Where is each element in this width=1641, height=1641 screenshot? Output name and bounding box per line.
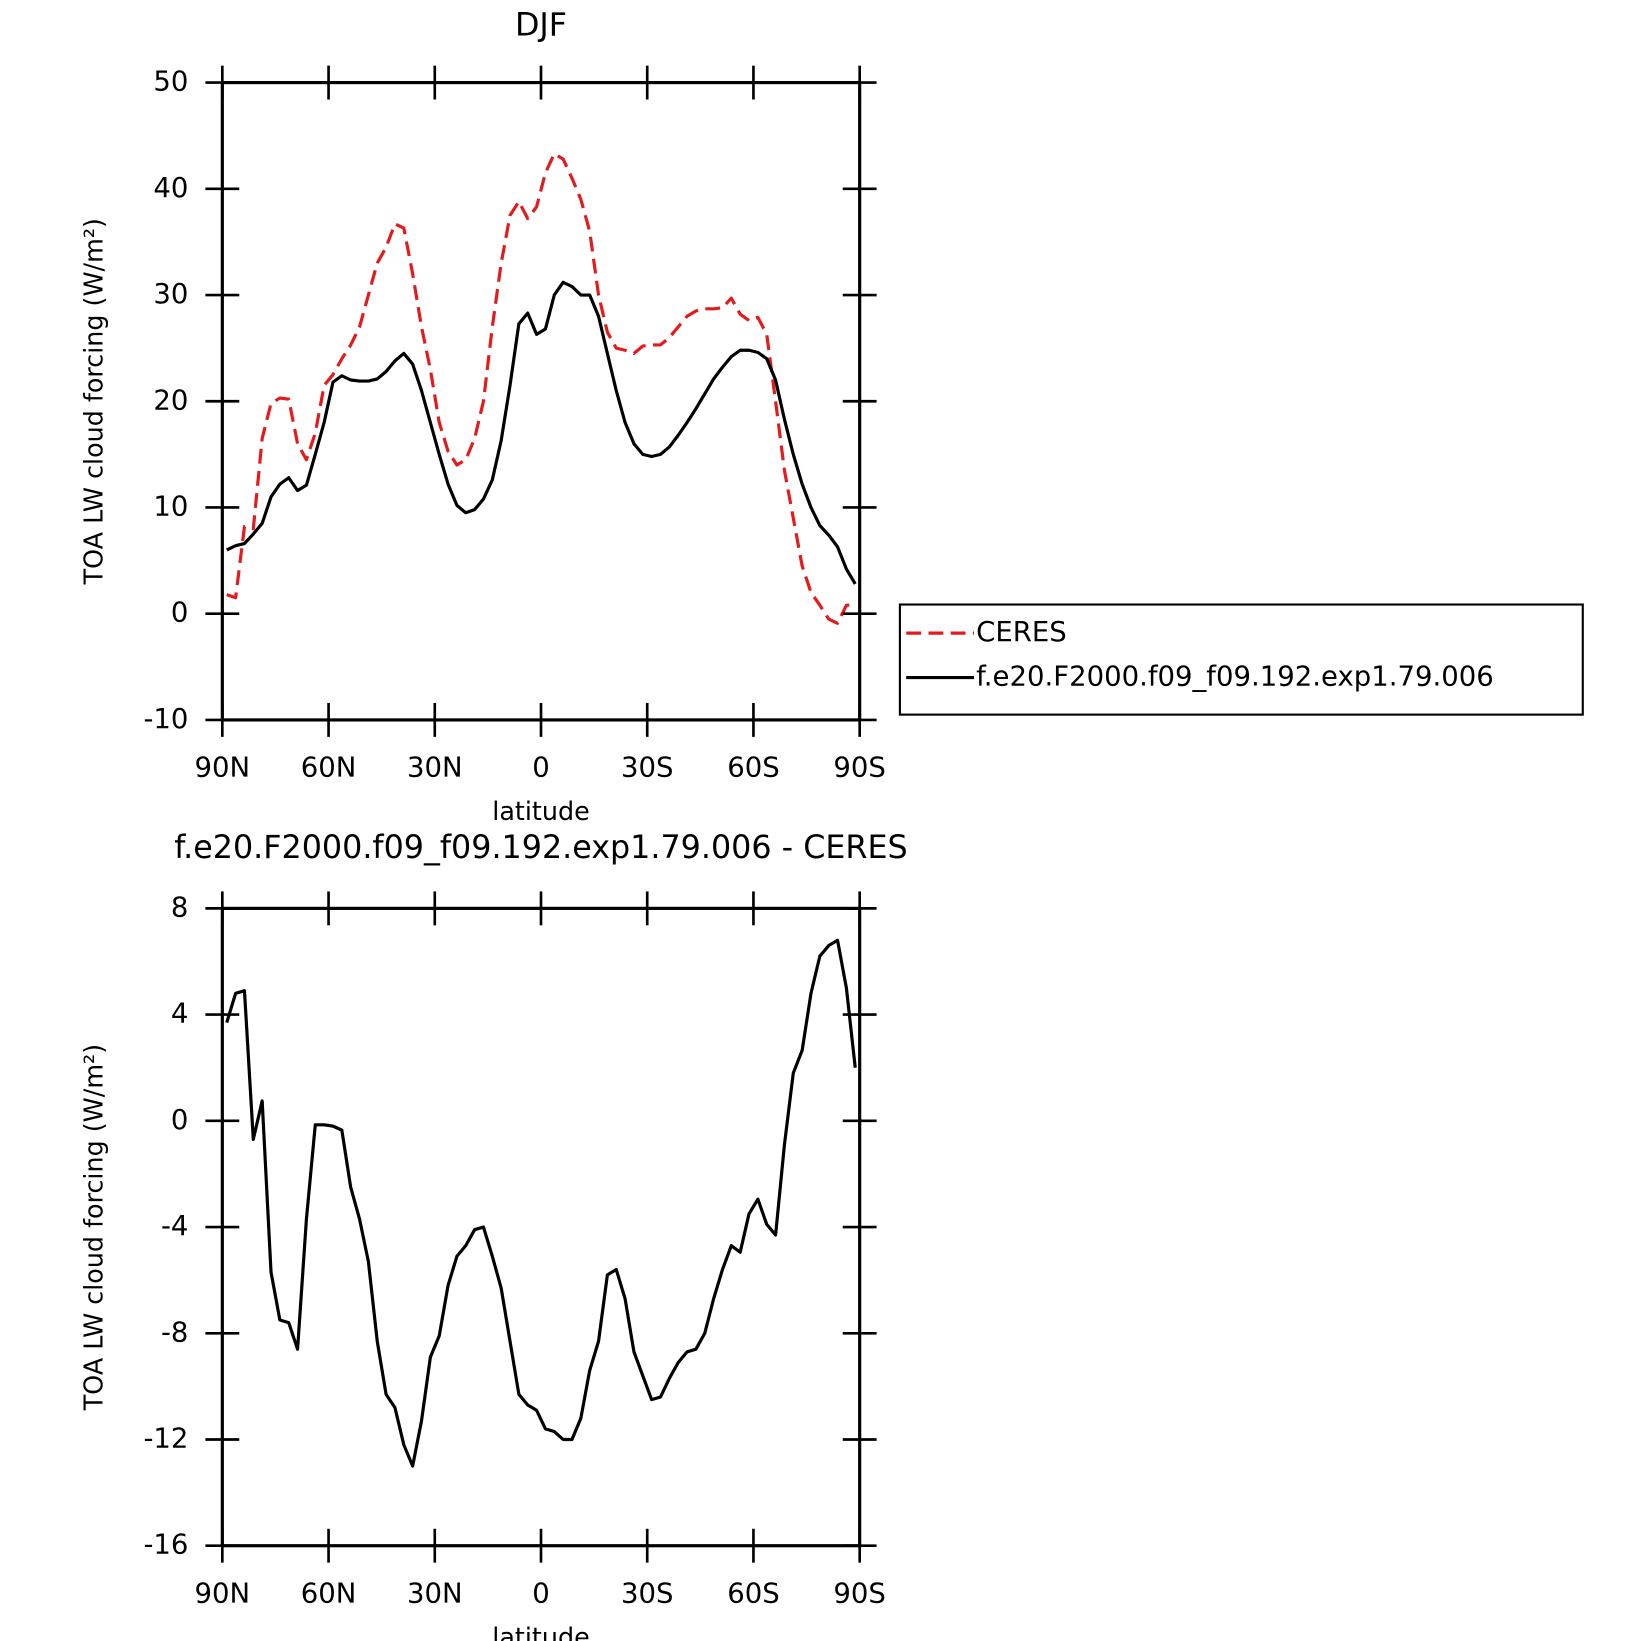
chart-title: f.e20.F2000.f09_f09.192.exp1.79.006 - CE… [174,830,907,866]
plot-frame [220,80,862,722]
data-line [226,152,856,625]
chart-title: DJF [515,7,567,43]
y-tick-label: 30 [153,278,188,310]
x-axis-label: latitude [492,796,589,826]
data-line [225,938,857,1468]
y-tick-label: -4 [161,1210,188,1242]
x-tick-label: 60S [727,752,779,784]
y-axis-label: TOA LW cloud forcing (W/m²) [78,1044,108,1411]
x-tick-label: 30S [621,1577,673,1609]
y-tick-label: 4 [171,998,189,1030]
y-tick-label: -16 [143,1529,188,1561]
x-tick-label: 60N [301,1577,357,1609]
x-tick-label: 60S [727,1577,779,1609]
y-tick-label: 40 [153,172,188,204]
x-tick-label: 0 [532,752,550,784]
x-axis-label: latitude [492,1622,589,1641]
x-tick-label: 90N [195,1577,251,1609]
plot-frame [220,906,862,1548]
legend-label: CERES [976,616,1067,648]
y-tick-label: -12 [143,1422,188,1454]
x-tick-label: 90S [833,752,885,784]
x-tick-label: 90N [195,752,251,784]
x-tick-label: 60N [301,752,357,784]
y-tick-label: 0 [171,597,189,629]
y-tick-label: 50 [153,66,188,98]
y-tick-label: 8 [171,891,189,923]
y-tick-label: -10 [143,703,188,735]
x-tick-label: 30N [407,752,463,784]
x-tick-label: 30N [407,1577,463,1609]
x-tick-label: 90S [833,1577,885,1609]
y-tick-label: -8 [161,1316,188,1348]
legend-label: f.e20.F2000.f09_f09.192.exp1.79.006 [976,661,1494,693]
y-axis-label: TOA LW cloud forcing (W/m²) [78,218,108,585]
y-tick-label: 0 [171,1104,189,1136]
y-tick-label: 10 [153,490,188,522]
legend-box [898,603,1584,716]
x-tick-label: 30S [621,752,673,784]
y-tick-label: 20 [153,384,188,416]
data-line [226,280,857,585]
x-tick-label: 0 [532,1577,550,1609]
